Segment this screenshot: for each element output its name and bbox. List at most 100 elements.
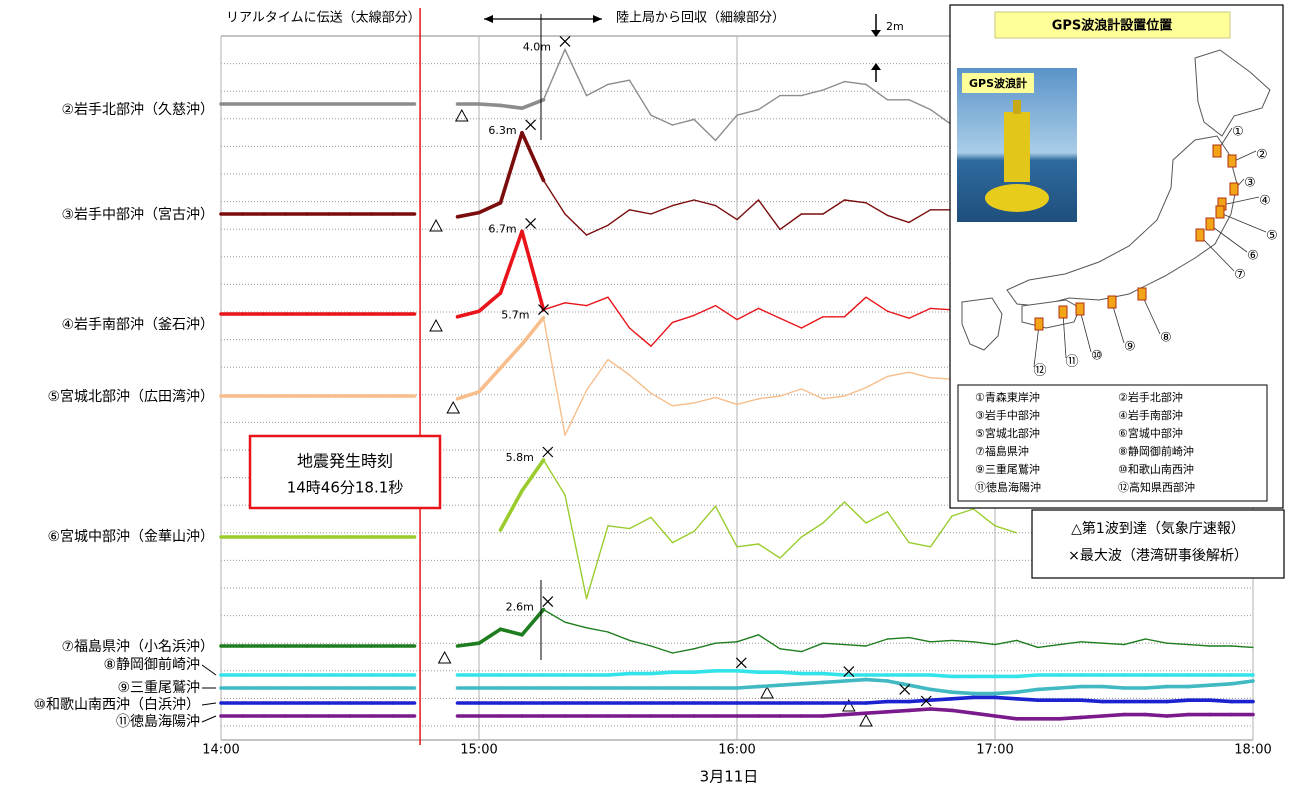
trace-segment: [842, 677, 868, 683]
trace-segment: [993, 690, 1019, 696]
trace-segment: [477, 627, 503, 646]
trace-segment: [1057, 684, 1083, 690]
map-number: ⑨: [1124, 340, 1136, 355]
series-label: ⑦福島県沖（小名浜沖）: [61, 639, 214, 655]
trace-segment: [520, 131, 546, 183]
trace-segment: [756, 683, 782, 689]
leader-line: [201, 664, 217, 676]
trace-segment: [778, 670, 804, 676]
first-wave-marker: [859, 713, 873, 727]
trace-segment: [693, 304, 717, 317]
trace-segment: [477, 102, 503, 108]
trace-segment: [757, 395, 781, 400]
trace-segment: [843, 501, 867, 524]
trace-segment: [671, 402, 695, 407]
trace-segment: [498, 342, 524, 370]
legend-max: ×最大波（港湾研事後解析）: [1068, 547, 1248, 564]
trace-segment: [757, 307, 781, 319]
trace-segment: [1015, 639, 1039, 649]
max-wave-marker: [735, 657, 747, 669]
trace-segment: [455, 641, 481, 648]
trace-segment: [800, 642, 824, 653]
trace-segment: [1079, 698, 1105, 704]
max-wave-marker: [899, 683, 911, 695]
trace-segment: [585, 224, 609, 236]
station-list-item: ⑧静岡御前崎沖: [1118, 444, 1194, 458]
trace-segment: [735, 684, 761, 690]
max-wave-marker: [559, 35, 571, 47]
trace-segment: [650, 114, 674, 126]
map-number: ⑤: [1266, 229, 1278, 244]
max-wave-marker: [843, 666, 855, 678]
trace-segment: [928, 687, 954, 695]
trace-segment: [800, 316, 824, 329]
trace-segment: [928, 707, 954, 713]
trace-segment: [564, 389, 588, 436]
trace-segment: [800, 89, 824, 97]
trace-segment: [865, 296, 889, 312]
first-wave-marker: [429, 218, 443, 232]
trace-segment: [455, 309, 481, 319]
station-list-item: ⑩和歌山南西沖: [1118, 463, 1194, 476]
trace-segment: [971, 711, 997, 718]
trace-segment: [736, 307, 760, 321]
trace-segment: [1036, 686, 1062, 692]
max-wave-marker: [525, 119, 537, 131]
trace-segment: [799, 680, 825, 686]
trace-segment: [585, 83, 609, 97]
trace-segment: [928, 673, 954, 679]
trace-segment: [929, 515, 953, 548]
max-wave-marker: [542, 446, 554, 458]
first-wave-marker: [841, 698, 856, 712]
map-number: ②: [1256, 148, 1268, 163]
max-wave-marker: [542, 596, 554, 608]
trace-segment: [843, 199, 867, 204]
data-layer: ②岩手北部沖（久慈沖） 4.0m ③岩手中部沖（宮古沖） 6.3m ④岩手南部沖（釜石沖…: [33, 8, 1255, 745]
trace-segment: [564, 621, 588, 629]
quake-title: 地震発生時刻: [297, 452, 393, 471]
station-list-item: ⑤宮城北部沖: [975, 427, 1040, 440]
trace-segment: [649, 670, 675, 676]
series-label: ③岩手中部沖（宮古沖）: [61, 207, 214, 223]
buoy-body: [1004, 112, 1030, 182]
trace-segment: [1166, 642, 1190, 646]
station-list-box: [957, 384, 1268, 502]
trace-segment: [498, 229, 524, 295]
buoy-icon: [1195, 228, 1205, 242]
trace-segment: [736, 199, 760, 221]
trace-segment: [692, 668, 718, 675]
buoy-leader: [1221, 196, 1260, 206]
trace-segment: [714, 304, 738, 321]
trace-segment: [1143, 684, 1169, 690]
trace-segment: [865, 202, 889, 217]
trace-segment: [671, 118, 695, 126]
trace-segment: [951, 639, 975, 643]
trace-segment: [864, 709, 890, 716]
trace-segment: [671, 648, 695, 654]
trace-segment: [864, 677, 890, 683]
trace-segment: [1100, 684, 1126, 690]
trace-segment: [885, 679, 911, 688]
trace-segment: [800, 388, 824, 400]
buoy-icon: [1227, 154, 1237, 168]
series-label: ⑩和歌山南西沖（白浜沖）: [33, 697, 200, 713]
trace-segment: [520, 98, 546, 110]
trace-segment: [1014, 687, 1040, 695]
trace-segment: [929, 639, 953, 643]
trace-segment: [628, 639, 652, 647]
buoy-icon: [1075, 302, 1085, 316]
trace-segment: [650, 645, 674, 654]
station-list-item: ④岩手南部沖: [1118, 408, 1183, 422]
trace-segment: [843, 80, 867, 86]
trace-segment: [542, 459, 566, 496]
trace-segment: [779, 213, 803, 231]
trace-segment: [865, 638, 889, 647]
x-tick-label: 18:00: [1234, 743, 1271, 758]
trace-segment: [1123, 638, 1147, 646]
trace-segment: [1057, 715, 1083, 721]
trace-segment: [628, 327, 652, 347]
trace-segment: [908, 541, 932, 548]
x-tick-label: 14:00: [202, 743, 239, 758]
trace-segment: [477, 366, 503, 394]
buoy-mast: [1013, 100, 1021, 114]
